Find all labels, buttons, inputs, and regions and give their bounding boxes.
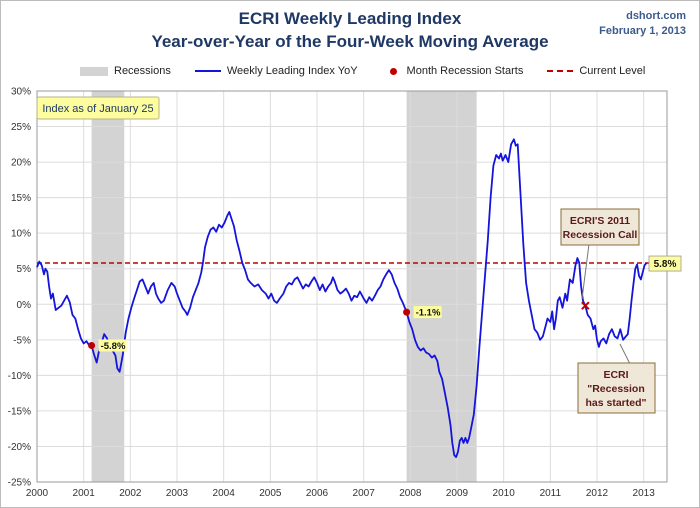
- recession-start-label-1: -5.8%: [101, 341, 126, 352]
- ecri-started-note-line2: "Recession: [587, 383, 645, 395]
- ecri-call-marker: [581, 301, 590, 310]
- recession-start-label-2: -1.1%: [416, 308, 441, 319]
- y-tick-label: 15%: [11, 193, 31, 204]
- x-tick-label: 2013: [633, 488, 656, 499]
- x-tick-label: 2009: [446, 488, 469, 499]
- x-tick-label: 2007: [353, 488, 376, 499]
- ecri-call-pointer: [581, 243, 601, 300]
- x-tick-label: 2005: [259, 488, 282, 499]
- legend-label-series: Weekly Leading Index YoY: [226, 65, 358, 77]
- legend-item-recession-starts: Month Recession Starts: [382, 65, 524, 77]
- y-tick-label: -5%: [13, 335, 31, 346]
- x-tick-label: 2000: [26, 488, 49, 499]
- index-date-label: Index as of January 25: [42, 103, 153, 115]
- x-tick-label: 2001: [73, 488, 96, 499]
- x-tick-label: 2002: [119, 488, 142, 499]
- source-name: dshort.com: [626, 10, 686, 22]
- series-line-wli-yoy: [36, 138, 648, 458]
- current-level-label-box: [648, 255, 682, 272]
- legend-item-series: Weekly Leading Index YoY: [194, 65, 358, 77]
- legend-swatch-recessions: [80, 66, 108, 76]
- y-tick-label: 30%: [11, 87, 31, 98]
- legend-label-recession-starts: Month Recession Starts: [406, 65, 524, 77]
- legend-swatch-recession-starts: [389, 67, 397, 75]
- current-level-label: 5.8%: [654, 259, 677, 270]
- y-tick-label: -25%: [8, 478, 31, 489]
- recession-start-marker-2: [403, 308, 411, 316]
- legend-item-current: Current Level: [547, 65, 645, 77]
- x-tick-label: 2011: [540, 488, 562, 499]
- ecri-call-note-line1: ECRI'S 2011: [570, 215, 630, 227]
- plot-area-border: [36, 90, 668, 483]
- recession-band-2: [406, 91, 477, 482]
- chart-title: ECRI Weekly Leading Index: [238, 9, 462, 28]
- x-tick-label: 2008: [399, 488, 422, 499]
- chart-legend: Recessions Weekly Leading Index YoY Mont…: [80, 62, 669, 80]
- legend-swatch-series: [194, 70, 221, 72]
- x-tick-label: 2006: [306, 488, 329, 499]
- y-tick-label: 20%: [11, 158, 31, 169]
- y-tick-label: 10%: [11, 229, 31, 240]
- legend-label-recessions: Recessions: [114, 65, 171, 77]
- recession-band-1: [91, 91, 125, 482]
- y-tick-label: -15%: [8, 406, 31, 417]
- index-date-box: [36, 96, 160, 120]
- y-tick-label: -10%: [8, 371, 31, 382]
- y-tick-label: 5%: [17, 264, 32, 275]
- legend-label-current: Current Level: [579, 65, 646, 77]
- ecri-started-pointer: [619, 343, 631, 365]
- chart-subtitle: Year-over-Year of the Four-Week Moving A…: [151, 32, 549, 51]
- ecri-started-note-box: [577, 362, 656, 414]
- ecri-call-note-line2: Recession Call: [563, 229, 638, 241]
- x-tick-label: 2003: [166, 488, 189, 499]
- y-tick-label: 25%: [11, 122, 31, 133]
- ecri-started-note-line3: has started": [585, 397, 646, 409]
- source-date: February 1, 2013: [599, 25, 686, 37]
- y-tick-label: 0%: [17, 300, 32, 311]
- x-tick-label: 2010: [493, 488, 516, 499]
- x-tick-label: 2004: [213, 488, 236, 499]
- ecri-call-note-box: [560, 208, 640, 246]
- y-tick-label: -20%: [8, 442, 31, 453]
- x-tick-label: 2012: [586, 488, 609, 499]
- legend-swatch-current: [547, 70, 574, 72]
- recession-start-label-box-2: [413, 306, 442, 319]
- recession-start-label-box-1: [98, 339, 127, 352]
- recession-start-marker-1: [88, 342, 96, 350]
- ecri-started-note-line1: ECRI: [603, 369, 628, 381]
- legend-item-recessions: Recessions: [80, 65, 171, 77]
